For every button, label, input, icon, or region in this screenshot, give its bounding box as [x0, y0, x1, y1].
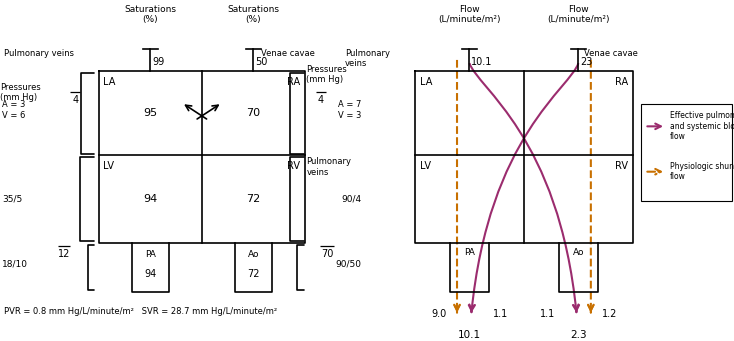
Text: 1.1: 1.1 [493, 309, 508, 319]
Text: RV: RV [615, 161, 628, 171]
Text: Venae cavae: Venae cavae [261, 49, 314, 58]
Text: 4: 4 [318, 95, 324, 105]
Text: 1.1: 1.1 [539, 309, 555, 319]
Text: 23: 23 [581, 57, 593, 68]
Text: Pressures
(mm Hg): Pressures (mm Hg) [0, 83, 41, 102]
Text: PVR = 0.8 mm Hg/L/minute/m²   SVR = 28.7 mm Hg/L/minute/m²: PVR = 0.8 mm Hg/L/minute/m² SVR = 28.7 m… [4, 307, 277, 316]
Text: LA: LA [103, 77, 116, 87]
Text: Physiologic shunt
flow: Physiologic shunt flow [670, 162, 734, 181]
Text: 70: 70 [246, 108, 261, 118]
Text: Saturations
(%): Saturations (%) [125, 5, 176, 24]
Text: RV: RV [287, 161, 300, 171]
Text: 50: 50 [255, 57, 267, 68]
Text: Effective pulmonary
and systemic blood
flow: Effective pulmonary and systemic blood f… [670, 112, 734, 141]
Text: 90/50: 90/50 [335, 260, 361, 268]
Text: Pressures
(mm Hg): Pressures (mm Hg) [307, 65, 347, 84]
Text: RA: RA [287, 77, 300, 87]
Text: 95: 95 [143, 108, 158, 118]
Text: 70: 70 [321, 249, 333, 259]
Text: 72: 72 [247, 269, 260, 279]
Text: A = 3
V = 6: A = 3 V = 6 [1, 101, 25, 120]
Text: Ao: Ao [247, 250, 259, 259]
Text: Pulmonary veins: Pulmonary veins [4, 49, 73, 58]
Text: PA: PA [464, 248, 475, 257]
Text: Flow
(L/minute/m²): Flow (L/minute/m²) [438, 5, 501, 24]
Text: 94: 94 [143, 194, 158, 204]
Text: PA: PA [145, 250, 156, 259]
Text: Flow
(L/minute/m²): Flow (L/minute/m²) [547, 5, 610, 24]
Text: 90/4: 90/4 [341, 195, 361, 204]
Text: 2.3: 2.3 [570, 330, 586, 340]
Text: 18/10: 18/10 [1, 260, 28, 268]
Text: A = 7
V = 3: A = 7 V = 3 [338, 101, 361, 120]
Text: Ao: Ao [573, 248, 584, 257]
Text: Pulmonary
veins: Pulmonary veins [345, 48, 390, 68]
Text: 10.1: 10.1 [471, 57, 493, 68]
Text: 9.0: 9.0 [431, 309, 446, 319]
Text: 94: 94 [145, 269, 156, 279]
Text: LV: LV [103, 161, 115, 171]
Text: RA: RA [615, 77, 628, 87]
Text: LV: LV [420, 161, 431, 171]
Text: 1.2: 1.2 [602, 309, 617, 319]
Text: Venae cavae: Venae cavae [584, 49, 638, 58]
Text: 99: 99 [153, 57, 164, 68]
Text: 72: 72 [246, 194, 261, 204]
Text: Saturations
(%): Saturations (%) [228, 5, 279, 24]
Text: Pulmonary
veins: Pulmonary veins [307, 157, 352, 177]
Text: 35/5: 35/5 [1, 195, 22, 204]
Text: LA: LA [420, 77, 432, 87]
FancyBboxPatch shape [641, 104, 732, 201]
Text: 10.1: 10.1 [458, 330, 481, 340]
Text: 12: 12 [58, 249, 70, 259]
Text: 4: 4 [72, 95, 79, 105]
